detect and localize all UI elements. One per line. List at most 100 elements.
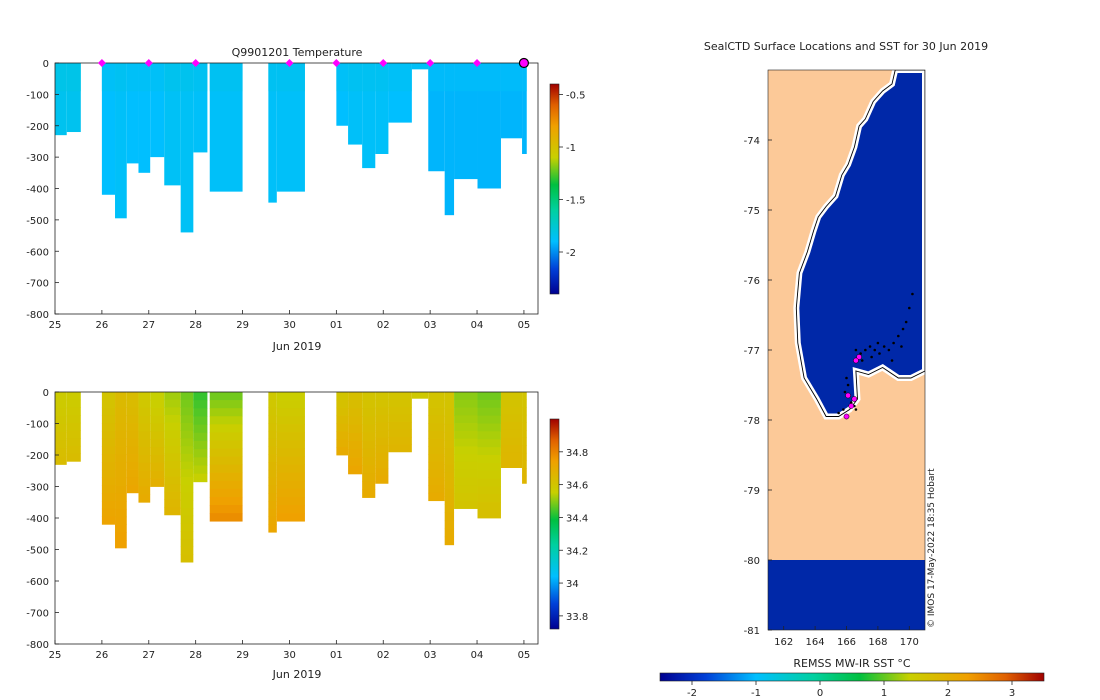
track-point (908, 306, 911, 310)
salinity-profile-cell (209, 464, 243, 474)
salinity-profile-cell (55, 432, 67, 441)
track-point (882, 345, 886, 348)
track-point (870, 355, 873, 359)
temperature-surface-layer (388, 63, 412, 92)
salinity-profile-cell (276, 488, 305, 498)
salinity-profile-cell (164, 422, 181, 431)
salinity-profile-cell (66, 399, 81, 408)
track-point (845, 376, 848, 380)
coastline (795, 70, 925, 417)
salinity-profile-cell (101, 462, 116, 471)
salinity-profile-cell (362, 481, 376, 490)
salinity-profile-cell (454, 485, 478, 494)
salinity-profile-cell (101, 407, 116, 416)
salinity-profile-cell (164, 445, 181, 454)
colorbar-tick-label: 34.2 (566, 546, 588, 557)
salinity-profile-cell (209, 392, 243, 401)
salinity-profile-cell (444, 480, 455, 489)
salinity-profile-cell (268, 446, 277, 455)
salinity-profile-cell (444, 488, 455, 497)
y-tick-label: -400 (26, 514, 49, 525)
salinity-profile-cell (55, 448, 67, 457)
salinity-profile-cell (115, 532, 127, 541)
salinity-profile-cell (268, 508, 277, 517)
salinity-profile-cell (101, 438, 116, 447)
salinity-profile-cell (454, 469, 478, 478)
x-tick-label: 27 (142, 650, 155, 661)
x-tick-label: 04 (471, 320, 484, 331)
salinity-y-axis: 0 -100 -200 -300 -400 -500 -600 -700 -800 (26, 388, 59, 651)
salinity-profile-cell (150, 415, 165, 424)
salinity-profile-cell (454, 477, 478, 486)
salinity-profile-cell (193, 449, 208, 458)
salinity-profile-cell (209, 496, 243, 506)
salinity-profile-cell (115, 477, 127, 486)
salinity-profile-cell (522, 445, 527, 454)
salinity-profile-cell (477, 494, 501, 503)
surface-position-marker (191, 59, 200, 67)
temperature-colorbar-ticks: -0.5 -1 -1.5 -2 (559, 91, 586, 259)
salinity-profiles (55, 392, 527, 563)
salinity-profile-cell (164, 468, 181, 477)
x-tick-label: 25 (49, 650, 62, 661)
temperature-surface-layer (126, 63, 139, 92)
salinity-profile-cell (276, 392, 305, 401)
salinity-profile-cell (138, 431, 151, 440)
salinity-profile-cell (428, 438, 445, 447)
track-point (854, 408, 858, 411)
salinity-profile-cell (268, 438, 277, 447)
salinity-profile-cell (164, 399, 181, 408)
temperature-surface-layer (411, 63, 429, 70)
temperature-colorbar (549, 83, 560, 295)
sst-colorbar-tick-label: 2 (945, 688, 951, 699)
salinity-profile-cell (55, 440, 67, 449)
salinity-profile-cell (362, 448, 376, 458)
temperature-profile-bar (126, 63, 139, 164)
salinity-profile-cell (375, 452, 389, 461)
track-point (842, 408, 845, 411)
salinity-profile-cell (375, 475, 389, 484)
salinity-profile-cell (55, 392, 67, 401)
salinity-profile-cell (477, 470, 501, 480)
salinity-profile-cell (193, 432, 208, 442)
surface-position-marker (144, 59, 153, 67)
y-tick-label: -100 (26, 90, 49, 101)
salinity-profile-cell (115, 524, 127, 533)
salinity-profile-cell (428, 454, 445, 463)
salinity-profile-cell (193, 424, 208, 434)
salinity-profile-cell (276, 416, 305, 425)
temperature-profiles (55, 63, 527, 233)
salinity-profile-cell (115, 407, 127, 416)
salinity-profile-cell (336, 392, 349, 401)
temperature-surface-layer (477, 63, 501, 92)
salinity-profile-cell (180, 500, 194, 509)
salinity-profile-cell (101, 423, 116, 432)
track-point (897, 334, 900, 338)
salinity-profile-cell (138, 494, 151, 503)
salinity-profile-cell (115, 493, 127, 502)
salinity-x-axis: 25 26 27 28 29 30 01 02 03 04 05 (49, 640, 530, 661)
salinity-profile-cell (150, 462, 165, 472)
salinity-profile-cell (180, 461, 194, 470)
salinity-profile-cell (268, 423, 277, 432)
salinity-profile-cell (115, 423, 127, 432)
salinity-profile-cell (500, 437, 523, 446)
salinity-profile-cell (375, 422, 389, 431)
lat-tick-label: -81 (744, 626, 760, 637)
lat-tick-label: -77 (744, 346, 760, 357)
salinity-profile-cell (454, 415, 478, 424)
salinity-profile-cell (193, 465, 208, 475)
salinity-profile-cell (209, 416, 243, 425)
sst-colorbar-tick-label: 1 (881, 688, 887, 699)
track-point (911, 292, 914, 296)
lat-tick-label: -79 (744, 486, 760, 497)
salinity-profile-cell (388, 429, 412, 438)
salinity-profile-cell (180, 415, 194, 424)
track-point (859, 352, 862, 355)
y-tick-label: -400 (26, 185, 49, 196)
colorbar-tick-label: 34.6 (566, 481, 588, 492)
salinity-profile-cell (477, 455, 501, 464)
temperature-surface-layer (444, 63, 455, 92)
salinity-profile-cell (268, 501, 277, 510)
track-point (868, 345, 872, 348)
